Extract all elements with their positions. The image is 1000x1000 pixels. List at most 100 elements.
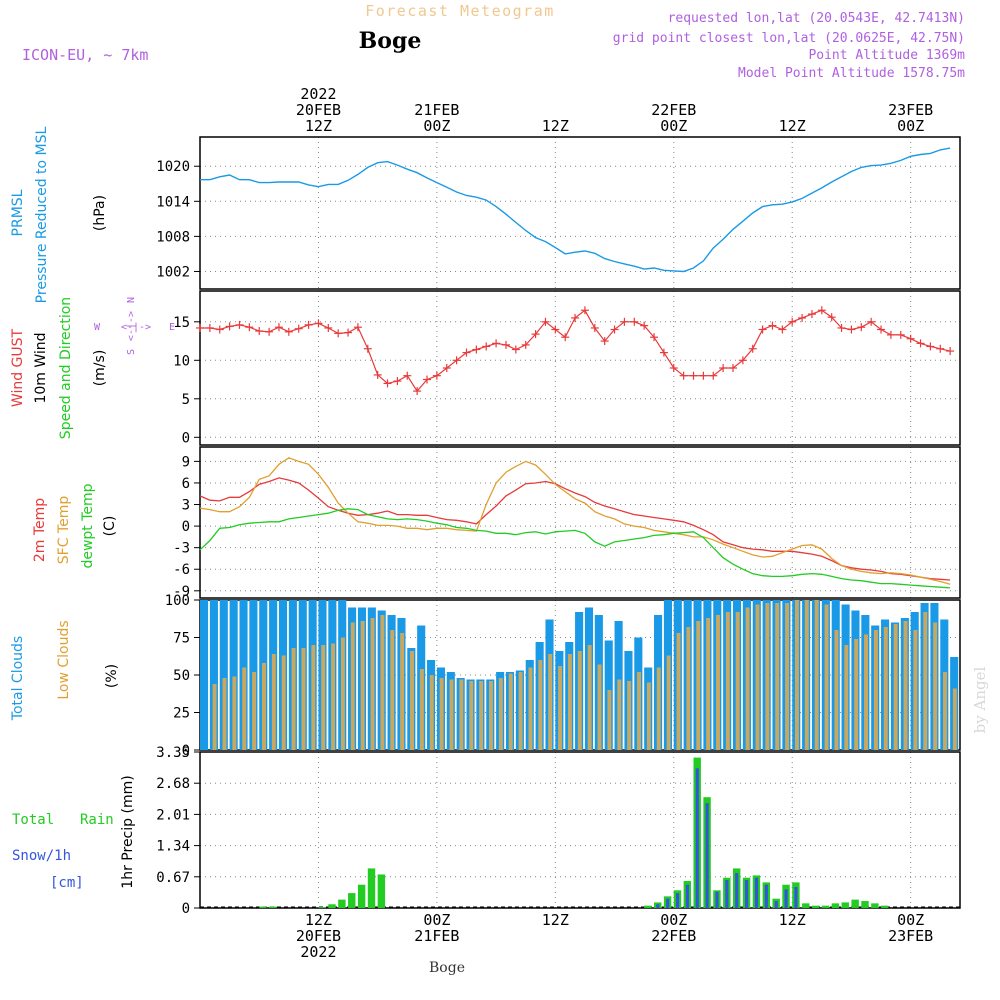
temp2m-line [199, 477, 951, 581]
y-tick-label: 25 [173, 706, 190, 722]
low-cloud-bar [696, 621, 701, 750]
low-cloud-bar [775, 603, 780, 750]
low-cloud-bar [291, 648, 296, 750]
gust-marker [196, 323, 204, 332]
low-cloud-bar [597, 664, 602, 750]
low-cloud-bar [301, 648, 306, 750]
gust-marker [867, 317, 876, 326]
low-cloud-bar [854, 639, 859, 750]
gust-marker [590, 323, 599, 332]
rain-bar [377, 874, 386, 908]
precip-unit: 1hr Precip (mm) [120, 775, 136, 888]
rain-bar [357, 884, 366, 908]
low-cloud-bar [676, 633, 681, 750]
low-cloud-bar [419, 669, 424, 750]
low-cloud-bar [686, 627, 691, 750]
y-tick-label: 50 [173, 668, 190, 684]
pressure-label: PRMSL [10, 189, 26, 236]
y-tick-label: 2.01 [156, 807, 190, 823]
y-tick-label: 6 [182, 476, 190, 492]
y-tick-label: 1002 [156, 264, 190, 280]
gust-marker [334, 329, 343, 338]
y-tick-label: 3 [182, 498, 190, 514]
gust-marker [857, 323, 866, 332]
rain-bar [367, 868, 376, 908]
y-tick-label: 1008 [156, 229, 190, 245]
time-label-bottom: 12Z [305, 911, 332, 929]
low-cloud-bar [765, 603, 770, 750]
y-tick-label: 1020 [156, 159, 190, 175]
time-label-bottom: 21FEB [414, 927, 459, 945]
gust-marker [738, 356, 747, 365]
sfc-temp-label: SFC Temp [56, 496, 72, 565]
panel-frame-pressure [199, 136, 961, 290]
y-tick-label: 0 [182, 519, 190, 535]
gust-marker [452, 356, 461, 365]
low-cloud-bar [528, 667, 533, 750]
low-cloud-bar [400, 633, 405, 750]
time-label-top: 21FEB [414, 101, 459, 119]
time-label-bottom: 20FEB [296, 927, 341, 945]
y-tick-label: -9 [173, 584, 190, 600]
compass-ns-arrow: <-|-> [126, 311, 137, 341]
low-cloud-bar [814, 600, 819, 750]
snow-bar [666, 898, 670, 908]
gust-marker [541, 317, 550, 326]
panel-frame-temperature [199, 446, 961, 599]
low-cloud-bar [716, 615, 720, 750]
y-tick-label: 100 [165, 593, 190, 609]
low-cloud-bar [785, 603, 790, 750]
chart-title: Forecast Meteogram [365, 2, 555, 20]
temp2m-label: 2m Temp [32, 498, 48, 562]
rain-bar [802, 903, 810, 908]
gust-marker [600, 337, 609, 346]
time-label-bottom: 12Z [779, 911, 806, 929]
gust-marker [304, 320, 313, 329]
gust-marker [432, 371, 441, 380]
low-cloud-bar [370, 618, 375, 750]
gust-marker [827, 313, 836, 322]
rain-label-total: Total [12, 812, 54, 828]
rain-bar [644, 905, 652, 908]
wind-unit: (m/s) [92, 350, 108, 387]
gust-marker [363, 344, 372, 353]
gust-marker [284, 327, 293, 336]
time-label-top: 00Z [660, 117, 687, 135]
dewpt-line [199, 508, 951, 589]
panel-grid-wind [194, 291, 960, 445]
low-cloud-bar [212, 684, 217, 750]
gust-marker [551, 325, 560, 334]
gust-marker [561, 333, 570, 342]
low-cloud-bar [646, 682, 651, 750]
low-cloud-bar [222, 678, 227, 750]
snow-bar [735, 873, 739, 908]
gust-marker [936, 344, 945, 353]
low-cloud-bar [903, 621, 908, 750]
snow-bar [685, 884, 689, 908]
gust-marker [817, 306, 826, 315]
gust-marker [344, 328, 353, 337]
gust-marker [758, 325, 767, 334]
time-label-bottom: 12Z [542, 911, 569, 929]
low-cloud-bar [893, 624, 898, 750]
y-tick-label: 1014 [156, 194, 190, 210]
compass-we-arrow: <-|-> [121, 322, 151, 333]
y-tick-label: 10 [173, 353, 190, 369]
low-cloud-bar [844, 645, 849, 750]
low-cloud-bar [913, 630, 918, 750]
snow-bar [774, 901, 778, 908]
y-tick-label: 3.35 [156, 745, 190, 761]
gust-marker [768, 321, 777, 330]
gust-marker [620, 317, 629, 326]
gust-marker [462, 348, 471, 357]
low-cloud-bar [666, 655, 671, 750]
time-label-bottom: 00Z [423, 911, 450, 929]
watermark: by Angel [971, 666, 989, 733]
low-cloud-bar [390, 630, 395, 750]
low-cloud-bar [429, 675, 434, 750]
low-cloud-bar [311, 645, 316, 750]
low-clouds-label: Low Clouds [56, 620, 72, 699]
gust-marker [689, 371, 698, 380]
gust-marker [531, 330, 540, 339]
